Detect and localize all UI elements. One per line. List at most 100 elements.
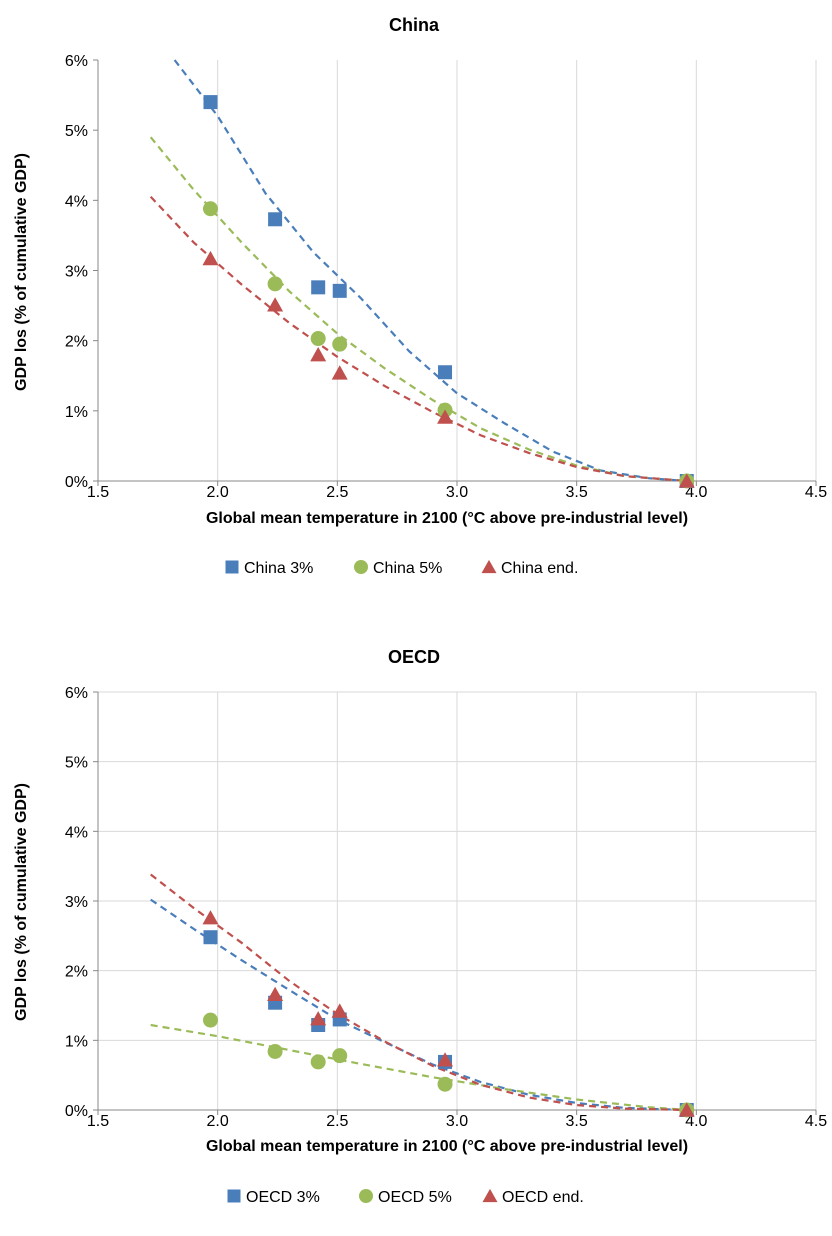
legend: OECD 3% OECD 5% OECD end. xyxy=(227,1188,584,1206)
x-tick-label: 2.0 xyxy=(207,484,229,501)
y-tick-label: 5% xyxy=(65,123,88,140)
data-points xyxy=(202,95,695,489)
x-tick-label: 4.0 xyxy=(685,484,707,501)
trendline xyxy=(150,898,687,1112)
data-point xyxy=(437,1052,454,1067)
data-point xyxy=(267,297,284,312)
tick-labels: 1.5 2.0 2.5 3.0 3.5 4.0 4.5 0% 1% 2% 3% 4% 5% 6% xyxy=(65,53,827,501)
y-tick-label: 6% xyxy=(65,685,88,702)
legend-item: China 3% xyxy=(225,560,313,577)
x-axis-label: Global mean temperature in 2100 (°C abov… xyxy=(206,1138,688,1155)
trendlines xyxy=(149,59,687,483)
data-point xyxy=(678,473,695,488)
legend-item: China end. xyxy=(481,559,578,577)
legend-marker xyxy=(359,1189,373,1203)
x-tick-label: 2.5 xyxy=(326,484,348,501)
oecd-chart: OECD 1.5 2.0 2.5 3.0 3.5 4.0 4.5 0% 1% 2% 3% 4% 5% 6%… xyxy=(13,647,827,1206)
x-tick-label: 2.5 xyxy=(326,1113,348,1130)
legend-label: China 5% xyxy=(373,560,442,577)
data-point xyxy=(310,1011,327,1026)
chart-title: OECD xyxy=(388,647,440,667)
chart-title: China xyxy=(389,15,440,35)
y-tick-label: 1% xyxy=(65,404,88,421)
data-point xyxy=(438,365,453,380)
trendline xyxy=(173,59,687,483)
data-point xyxy=(267,1043,283,1059)
data-point xyxy=(202,1012,218,1028)
x-tick-label: 3.5 xyxy=(566,484,588,501)
y-tick-label: 5% xyxy=(65,755,88,772)
tick-labels: 1.5 2.0 2.5 3.0 3.5 4.0 4.5 0% 1% 2% 3% 4% 5% 6% xyxy=(65,685,827,1130)
x-axis-label: Global mean temperature in 2100 (°C abov… xyxy=(206,510,688,527)
legend-item: OECD 5% xyxy=(359,1189,452,1206)
data-point xyxy=(332,283,347,298)
data-points xyxy=(202,910,695,1118)
data-point xyxy=(678,1102,695,1117)
data-point xyxy=(437,409,454,424)
axes xyxy=(93,691,817,1115)
data-point xyxy=(332,336,348,352)
y-tick-label: 6% xyxy=(65,53,88,70)
trendline xyxy=(150,1023,687,1112)
axes xyxy=(93,59,817,486)
y-tick-label: 2% xyxy=(65,334,88,351)
legend-label: China end. xyxy=(501,560,578,577)
legend-label: China 3% xyxy=(244,560,313,577)
y-tick-label: 1% xyxy=(65,1033,88,1050)
y-tick-label: 3% xyxy=(65,894,88,911)
legend-marker xyxy=(354,560,368,574)
data-point xyxy=(310,347,327,362)
legend-item: OECD end. xyxy=(482,1188,584,1206)
data-point xyxy=(310,1054,326,1070)
data-point xyxy=(310,331,326,347)
legend-marker xyxy=(482,1188,498,1203)
data-point xyxy=(332,1048,348,1064)
data-point xyxy=(267,986,284,1002)
x-tick-label: 1.5 xyxy=(87,484,109,501)
trendline xyxy=(150,873,687,1112)
legend-item: China 5% xyxy=(354,560,442,577)
legend-label: OECD 5% xyxy=(378,1189,452,1206)
data-point xyxy=(203,95,218,110)
legend-marker xyxy=(227,1189,241,1203)
x-tick-label: 2.0 xyxy=(207,1113,229,1130)
legend-item: OECD 3% xyxy=(227,1189,320,1206)
legend-marker xyxy=(225,560,239,574)
x-tick-label: 1.5 xyxy=(87,1113,109,1130)
grid-lines xyxy=(98,691,817,1110)
data-point xyxy=(202,910,219,925)
x-tick-label: 3.5 xyxy=(566,1113,588,1130)
y-axis-label: GDP los (% of cumulative GDP) xyxy=(13,783,30,1021)
data-point xyxy=(267,276,283,292)
y-tick-label: 2% xyxy=(65,964,88,981)
data-point xyxy=(311,280,326,295)
y-tick-label: 3% xyxy=(65,264,88,281)
data-point xyxy=(437,1076,453,1092)
trendline xyxy=(149,136,687,483)
data-point xyxy=(331,1003,348,1018)
legend-label: OECD end. xyxy=(502,1189,584,1206)
data-point xyxy=(202,201,218,217)
trendline xyxy=(149,196,687,483)
grid-lines xyxy=(217,60,817,481)
legend-marker xyxy=(481,559,497,574)
y-tick-label: 4% xyxy=(65,824,88,841)
x-tick-label: 4.5 xyxy=(805,484,827,501)
x-tick-label: 3.0 xyxy=(446,484,468,501)
china-chart: China 1.5 2.0 2.5 3.0 3.5 4.0 4.5 0% 1% 2% 3% 4% 5% 6… xyxy=(13,15,827,577)
y-tick-label: 4% xyxy=(65,193,88,210)
legend: China 3% China 5% China end. xyxy=(225,559,578,577)
data-point xyxy=(202,250,219,266)
trendlines xyxy=(150,873,687,1112)
y-axis-label: GDP los (% of cumulative GDP) xyxy=(13,153,30,391)
data-point xyxy=(331,365,348,380)
x-tick-label: 4.5 xyxy=(805,1113,827,1130)
x-tick-label: 4.0 xyxy=(685,1113,707,1130)
data-point xyxy=(203,930,218,945)
y-tick-label: 0% xyxy=(65,1103,88,1120)
y-tick-label: 0% xyxy=(65,474,88,491)
legend-label: OECD 3% xyxy=(246,1189,320,1206)
data-point xyxy=(268,212,283,227)
x-tick-label: 3.0 xyxy=(446,1113,468,1130)
